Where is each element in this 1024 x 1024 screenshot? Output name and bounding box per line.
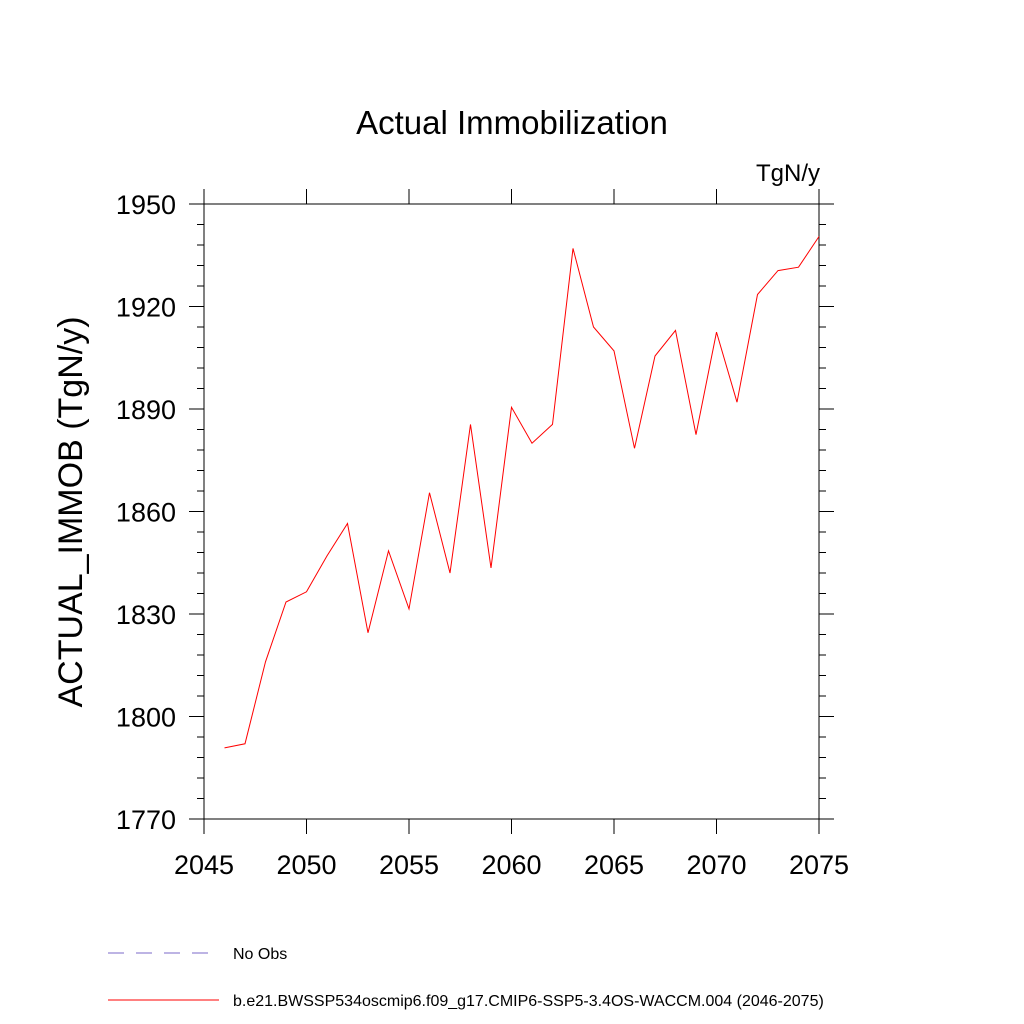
data-point bbox=[816, 233, 822, 239]
data-point bbox=[611, 348, 617, 354]
x-tick-label: 2065 bbox=[584, 850, 644, 880]
y-tick-label: 1920 bbox=[116, 293, 176, 323]
legend-series-label: b.e21.BWSSP534oscmip6.f09_g17.CMIP6-SSP5… bbox=[233, 993, 824, 1010]
data-point bbox=[304, 589, 310, 595]
data-point bbox=[550, 421, 556, 427]
chart-title: Actual Immobilization bbox=[356, 104, 668, 141]
data-point bbox=[673, 327, 679, 333]
data-point bbox=[386, 548, 392, 554]
x-tick-label: 2070 bbox=[686, 850, 746, 880]
units-label: TgN/y bbox=[756, 160, 820, 187]
data-point bbox=[796, 264, 802, 270]
y-tick-label: 1770 bbox=[116, 805, 176, 835]
data-point bbox=[488, 565, 494, 571]
data-point bbox=[529, 440, 535, 446]
data-point bbox=[324, 553, 330, 559]
data-point bbox=[468, 421, 474, 427]
x-tick-label: 2075 bbox=[789, 850, 849, 880]
data-point bbox=[570, 245, 576, 251]
y-tick-label: 1890 bbox=[116, 395, 176, 425]
x-tick-label: 2050 bbox=[276, 850, 336, 880]
data-point bbox=[652, 353, 658, 359]
data-point bbox=[345, 520, 351, 526]
data-point bbox=[714, 329, 720, 335]
y-tick-label: 1950 bbox=[116, 190, 176, 220]
data-point bbox=[755, 292, 761, 298]
data-point bbox=[693, 432, 699, 438]
data-point bbox=[242, 741, 248, 747]
y-axis-label: ACTUAL_IMMOB (TgN/y) bbox=[52, 316, 90, 707]
legend-no-obs-label: No Obs bbox=[233, 946, 287, 963]
data-point bbox=[406, 606, 412, 612]
data-point bbox=[734, 399, 740, 405]
plot-area: 2045 2050 2055 2060 2065 2070 2075 1770 1800 1830… bbox=[116, 189, 849, 880]
data-point bbox=[509, 404, 515, 410]
data-point bbox=[283, 599, 289, 605]
x-tick-label: 2055 bbox=[379, 850, 439, 880]
data-point bbox=[591, 324, 597, 330]
legend: No Obs b.e21.BWSSP534oscmip6.f09_g17.CMIP… bbox=[108, 946, 824, 1010]
x-tick-label: 2060 bbox=[481, 850, 541, 880]
plot-frame bbox=[203, 203, 820, 820]
data-point bbox=[263, 659, 269, 665]
data-point bbox=[427, 490, 433, 496]
series-line bbox=[224, 236, 820, 749]
data-point bbox=[222, 745, 228, 751]
y-tick-label: 1830 bbox=[116, 600, 176, 630]
data-point bbox=[632, 445, 638, 451]
x-tick-label: 2045 bbox=[174, 850, 234, 880]
y-tick-label: 1860 bbox=[116, 498, 176, 528]
data-point bbox=[775, 268, 781, 274]
data-point bbox=[447, 570, 453, 576]
y-tick-label: 1800 bbox=[116, 703, 176, 733]
data-point bbox=[365, 630, 371, 636]
